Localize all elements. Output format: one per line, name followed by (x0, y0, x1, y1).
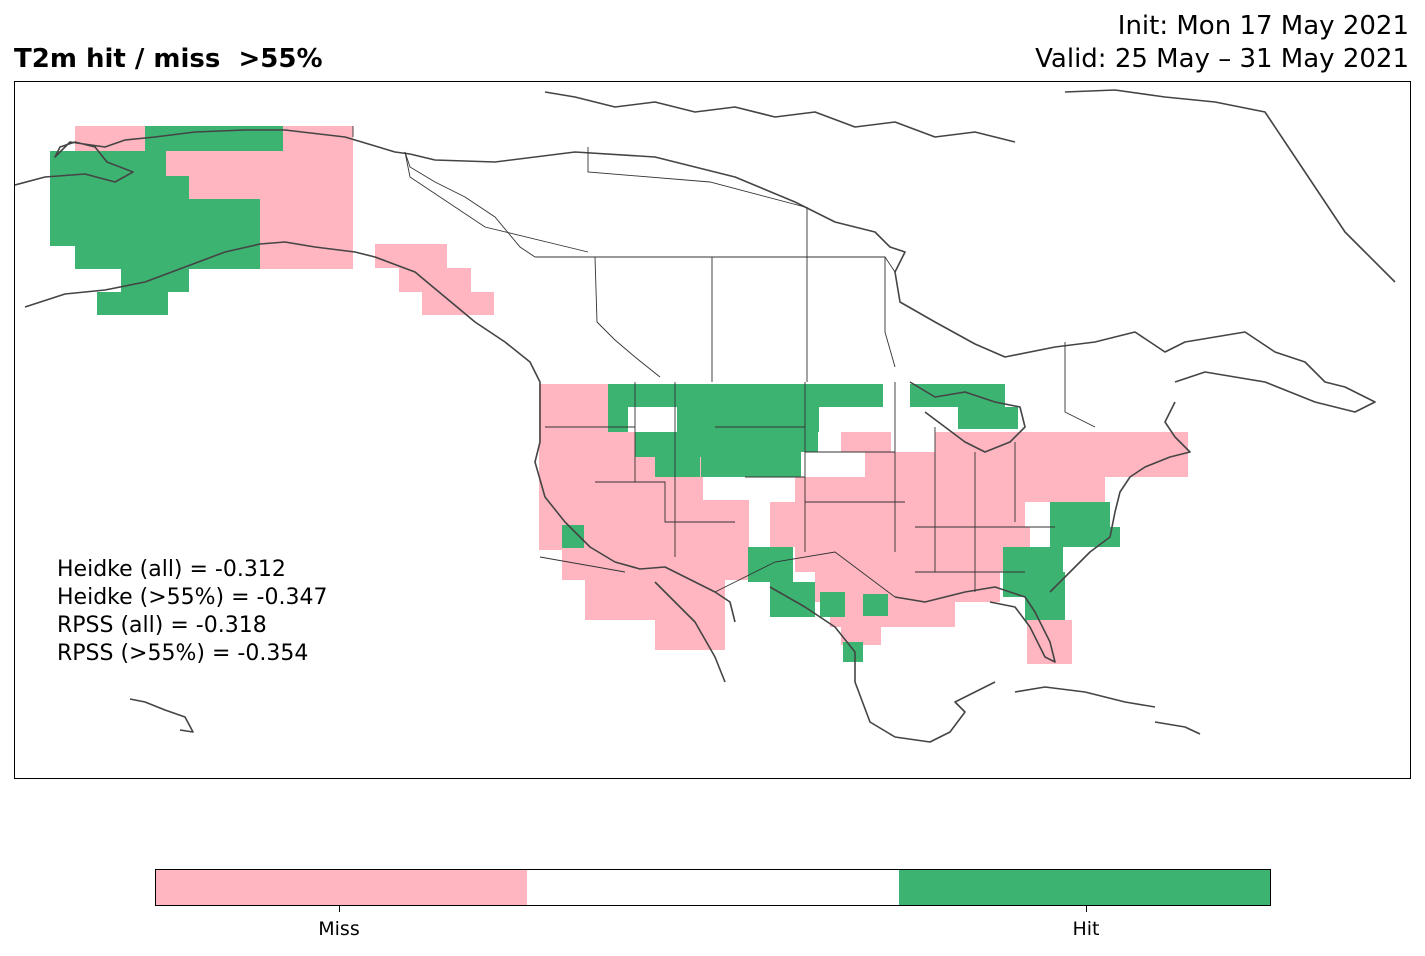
ontario-quebec-border (884, 257, 1096, 428)
gulf-coast (894, 586, 1056, 663)
hispaniola (1154, 721, 1201, 735)
grid-cell-hit (608, 384, 658, 407)
grid-cell-hit (658, 384, 883, 407)
date-info: Init: Mon 17 May 2021 Valid: 25 May – 31… (1035, 10, 1409, 76)
cuba (1014, 686, 1156, 708)
grid-cell-hit (50, 199, 260, 246)
colorbar-neutral-segment (527, 870, 899, 905)
skill-scores: Heidke (all) = -0.312 Heidke (>55%) = -0… (57, 556, 327, 668)
us-canada-border (535, 256, 896, 273)
atlantic-coast (1049, 401, 1191, 593)
grid-cell-hit (608, 407, 628, 432)
coastlines (15, 89, 1396, 743)
grid-cell-miss (583, 384, 608, 432)
valid-date: Valid: 25 May – 31 May 2021 (1035, 44, 1409, 74)
grid-cell-hit (783, 407, 818, 452)
grid-cell-hit (635, 432, 701, 457)
arctic-east (1064, 89, 1396, 283)
grid-cell-miss (585, 580, 725, 620)
colorbar-hit-segment (898, 870, 1270, 905)
map-panel (14, 81, 1411, 779)
grid-cell-miss (795, 527, 1030, 572)
map-title: T2m hit / miss >55% (14, 44, 323, 74)
grid-cell-hit (843, 642, 863, 662)
canada-coast (409, 151, 1376, 413)
grid-cell-hit (562, 525, 584, 548)
grid-cell-miss (260, 199, 353, 269)
grid-cell-hit (820, 592, 845, 617)
us-mexico-border (539, 551, 896, 598)
colorbar-miss-segment (156, 870, 528, 905)
rpss-all: RPSS (all) = -0.318 (57, 613, 267, 638)
arctic-islands (544, 91, 1016, 143)
grid-cell-miss (841, 627, 881, 645)
baja (654, 581, 726, 683)
map-svg (15, 89, 1396, 743)
eastern-state-borders (805, 382, 1055, 592)
heidke-all: Heidke (all) = -0.312 (57, 557, 286, 582)
grid-cell-hit (50, 176, 189, 199)
grid-cell-miss (189, 176, 353, 199)
great-lakes (909, 381, 1026, 453)
hawaii (129, 698, 194, 733)
grid-cell-miss (841, 432, 891, 452)
grid-cell-hit (863, 594, 888, 616)
grid-cell-miss (815, 572, 1000, 602)
grid-cell-miss (830, 602, 955, 627)
grid-cell-miss (422, 292, 494, 315)
grid-cell-hit (655, 457, 700, 477)
verification-cells (50, 126, 1188, 664)
colorbar (155, 869, 1271, 906)
heidke-55: Heidke (>55%) = -0.347 (57, 585, 328, 610)
bc-yukon-border (404, 151, 589, 253)
grid-cell-hit (121, 269, 189, 292)
grid-cell-hit (958, 407, 1018, 429)
alaska-north-coast (15, 129, 411, 186)
grid-cell-miss (1073, 432, 1188, 477)
grid-cell-hit (910, 384, 1005, 407)
colorbar-tick-hit (1086, 906, 1087, 912)
init-date: Init: Mon 17 May 2021 (1117, 11, 1409, 41)
political-borders (352, 126, 1096, 598)
grid-cell-miss (1025, 477, 1105, 502)
colorbar-tick-miss (339, 906, 340, 912)
bc-alberta-border (594, 256, 661, 378)
grid-cell-miss (375, 244, 447, 268)
colorbar-label-hit: Hit (1072, 918, 1100, 940)
colorbar-label-miss: Miss (318, 918, 360, 940)
grid-cell-miss (283, 126, 353, 151)
grid-cell-hit (75, 246, 260, 269)
grid-cell-miss (539, 384, 583, 500)
grid-cell-hit (143, 292, 168, 315)
grid-cell-miss (562, 550, 750, 580)
pacific-coast (24, 241, 736, 623)
grid-cell-miss (166, 151, 353, 176)
prairie-borders (587, 147, 808, 382)
grid-cell-hit (50, 151, 166, 176)
grid-cell-hit (1025, 572, 1065, 622)
rpss-55: RPSS (>55%) = -0.354 (57, 641, 309, 666)
grid-cell-hit (97, 292, 145, 315)
grid-cell-miss (655, 620, 725, 650)
western-state-borders (545, 382, 806, 557)
gulf-west (769, 586, 996, 743)
alaska-canada-border (352, 126, 536, 258)
